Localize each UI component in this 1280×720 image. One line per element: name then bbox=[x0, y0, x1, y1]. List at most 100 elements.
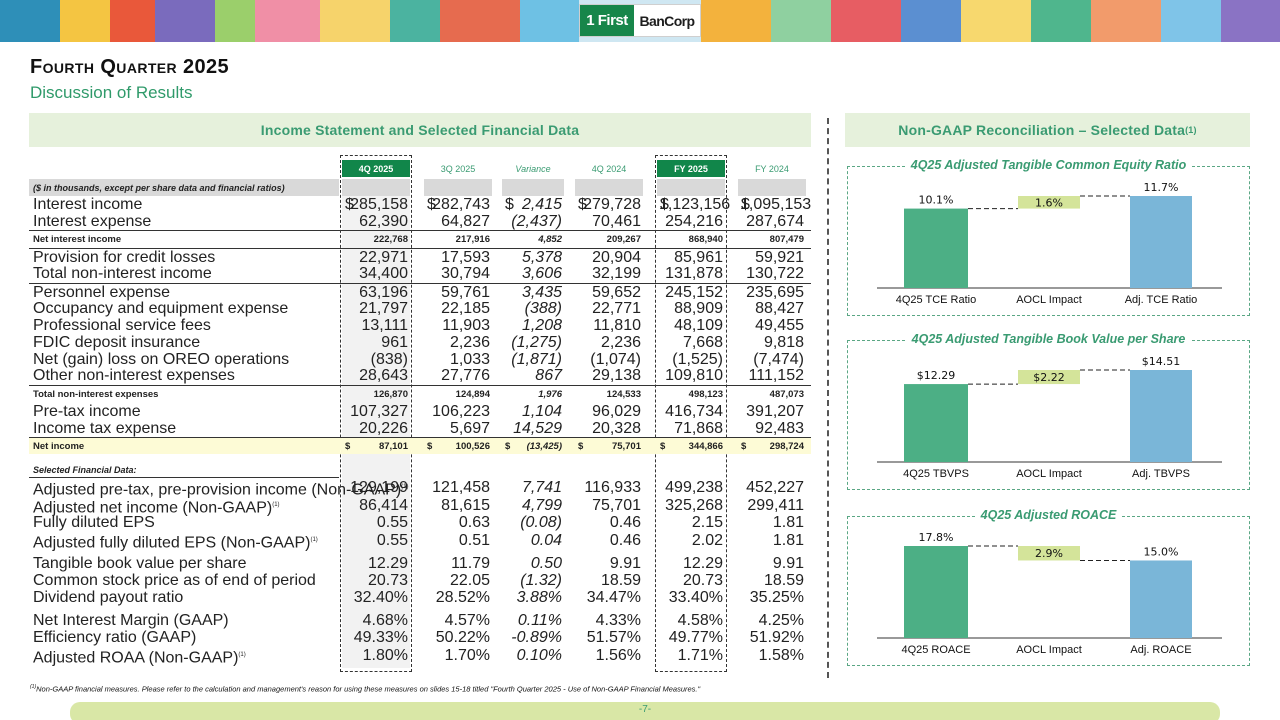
currency-symbol: $ bbox=[505, 441, 511, 452]
cell-fy-2024: 18.59 bbox=[763, 572, 804, 589]
row-label-text: Adjusted pre-tax, pre-provision income (… bbox=[33, 481, 402, 499]
column-header-variance: Variance bbox=[515, 163, 551, 174]
cell-fy-2025: 85,961 bbox=[674, 249, 723, 266]
cell-4q-2024: 75,701 bbox=[592, 497, 641, 514]
table-row: Dividend payout ratio 32.40% 28.52% 3.88% 34… bbox=[29, 589, 811, 606]
category-label: AOCL Impact bbox=[1016, 468, 1082, 480]
cell-fy-2025: 499,238 bbox=[665, 479, 723, 496]
row-label: Income tax expense bbox=[33, 420, 176, 437]
cell-4q-2024: 22,771 bbox=[592, 300, 641, 317]
column-header-fy-2024: FY 2024 bbox=[755, 163, 789, 174]
table-row: Net income 87,101 $100,526 $ (13,425) $75,701… bbox=[29, 437, 811, 454]
cell-4q-2025: 129,199 bbox=[350, 479, 408, 496]
cell-4q-2025: 49.33% bbox=[353, 629, 408, 646]
currency-symbol: $ bbox=[741, 196, 750, 213]
non-gaap-header-sup: (1) bbox=[1185, 125, 1197, 135]
cell-3q-2025: 11,903 bbox=[442, 317, 490, 334]
cell-4q-2025: 62,390 bbox=[359, 213, 408, 230]
bar-aocl-impact bbox=[1018, 546, 1080, 561]
row-label-text: Net interest income bbox=[33, 234, 122, 245]
cell-fy-2024: 1.81 bbox=[772, 514, 804, 531]
currency-symbol: $ bbox=[741, 441, 747, 452]
cell-fy-2025: 1,123,156 bbox=[659, 196, 731, 213]
category-label: Adj. TCE Ratio bbox=[1125, 294, 1198, 306]
cell-variance: 2,415 bbox=[521, 196, 562, 213]
currency-symbol: $ bbox=[578, 196, 587, 213]
category-label: AOCL Impact bbox=[1016, 644, 1082, 656]
row-label: Net income bbox=[33, 438, 84, 455]
bar-adjusted bbox=[1130, 196, 1192, 288]
cell-fy-2024: 51.92% bbox=[749, 629, 804, 646]
row-label-text: Efficiency ratio (GAAP) bbox=[33, 629, 197, 646]
cell-fy-2025: 131,878 bbox=[665, 265, 723, 282]
column-shade bbox=[342, 196, 410, 668]
column-header-fy-2025: FY 2025 bbox=[657, 160, 725, 177]
cell-4q-2024: 75,701 bbox=[611, 441, 641, 452]
cell-4q-2024: (1,074) bbox=[590, 351, 641, 368]
row-label-sup: (1) bbox=[310, 537, 318, 543]
data-label: $14.51 bbox=[1142, 355, 1181, 368]
cell-3q-2025: 106,223 bbox=[432, 403, 490, 420]
cell-fy-2024: 9,818 bbox=[763, 334, 804, 351]
table-row: Efficiency ratio (GAAP) 49.33% 50.22% -0.89… bbox=[29, 629, 811, 646]
cell-3q-2025: 1.70% bbox=[444, 647, 490, 664]
cell-4q-2025: 285,158 bbox=[350, 196, 408, 213]
cell-4q-2025: 107,327 bbox=[350, 403, 408, 420]
cell-4q-2025: 63,196 bbox=[359, 284, 408, 301]
data-label: $2.22 bbox=[1033, 371, 1065, 384]
row-label-text: Dividend payout ratio bbox=[33, 589, 184, 606]
cell-3q-2025: 100,526 bbox=[455, 441, 490, 452]
logo-mark: 1 First bbox=[580, 5, 634, 36]
cell-fy-2025: 20.73 bbox=[682, 572, 723, 589]
category-label: 4Q25 TBVPS bbox=[903, 468, 969, 480]
cell-variance: 14,529 bbox=[513, 420, 562, 437]
cell-4q-2024: 116,933 bbox=[584, 479, 641, 496]
table-row: FDIC deposit insurance 961 2,236 (1,275) 2,2… bbox=[29, 334, 811, 351]
cell-fy-2025: 498,123 bbox=[688, 389, 723, 400]
cell-4q-2025: 12.29 bbox=[367, 555, 408, 572]
cell-fy-2025: 344,866 bbox=[688, 441, 723, 452]
currency-symbol: $ bbox=[578, 441, 584, 452]
column-highlight-box bbox=[340, 155, 412, 672]
cell-4q-2025: 28,643 bbox=[359, 367, 408, 384]
row-label: Pre-tax income bbox=[33, 403, 141, 420]
row-label-text: Fully diluted EPS bbox=[33, 514, 155, 531]
table-row: Other non-interest expenses 28,643 27,776 8… bbox=[29, 367, 811, 384]
data-label: 2.9% bbox=[1035, 547, 1063, 560]
cell-4q-2025: 0.55 bbox=[376, 514, 408, 531]
cell-4q-2025: 87,101 bbox=[378, 441, 408, 452]
column-highlight-box bbox=[655, 155, 727, 672]
cell-fy-2024: 49,455 bbox=[755, 317, 804, 334]
cell-fy-2024: 1,095,153 bbox=[740, 196, 812, 213]
table-row: Fully diluted EPS 0.55 0.63 (0.08) 0.46 2.15 1… bbox=[29, 514, 811, 531]
row-label-text: Tangible book value per share bbox=[33, 555, 247, 572]
cell-fy-2025: 4.58% bbox=[677, 612, 723, 629]
subheader-cell bbox=[738, 179, 806, 196]
cell-fy-2024: 287,674 bbox=[746, 213, 804, 230]
table-row: Interest expense 62,390 64,827 (2,437) 70,46… bbox=[29, 213, 811, 230]
row-label-text: Adjusted fully diluted EPS (Non-GAAP) bbox=[33, 534, 311, 552]
cell-fy-2024: 807,479 bbox=[769, 234, 804, 245]
currency-symbol: $ bbox=[345, 196, 354, 213]
row-label-sup: (1) bbox=[238, 652, 246, 658]
row-label: Net Interest Margin (GAAP) bbox=[33, 612, 229, 629]
footnote: (1)Non-GAAP financial measures. Please r… bbox=[30, 684, 700, 694]
cell-fy-2025: 2.15 bbox=[691, 514, 723, 531]
cell-fy-2024: 111,152 bbox=[748, 367, 804, 384]
cell-variance: 3,606 bbox=[521, 265, 562, 282]
cell-fy-2024: 9.91 bbox=[772, 555, 804, 572]
cell-3q-2025: 282,743 bbox=[432, 196, 490, 213]
cell-3q-2025: 50.22% bbox=[435, 629, 490, 646]
subheader-cell bbox=[342, 179, 410, 196]
cell-variance: 0.11% bbox=[517, 612, 562, 629]
cell-variance: (388) bbox=[524, 300, 562, 317]
row-label-text: Provision for credit losses bbox=[33, 249, 216, 266]
cell-fy-2025: 88,909 bbox=[674, 300, 723, 317]
footer-bar bbox=[70, 702, 1220, 720]
subheader-cell bbox=[575, 179, 643, 196]
cell-variance: (2,437) bbox=[511, 213, 562, 230]
logo-wordmark: BanCorp bbox=[639, 12, 696, 29]
row-label: Provision for credit losses bbox=[33, 249, 215, 266]
row-label: Net interest income bbox=[33, 231, 121, 248]
currency-symbol: $ bbox=[660, 441, 666, 452]
